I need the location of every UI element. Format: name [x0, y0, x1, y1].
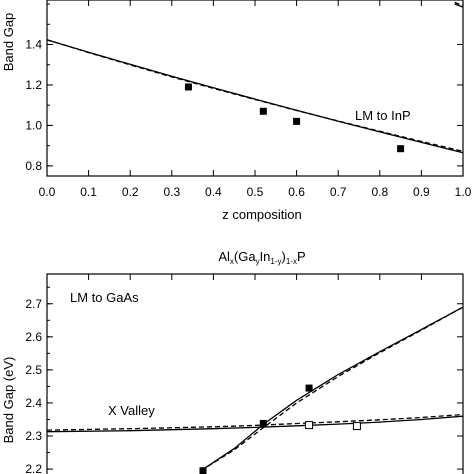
- title-al: Al: [218, 249, 230, 264]
- series-line-dashed: [200, 306, 464, 472]
- data-point-filled: [293, 117, 301, 125]
- x-tick-label: 0.7: [330, 185, 347, 199]
- series-line-solid: [454, 3, 464, 8]
- bottom-series-lines: [46, 306, 464, 472]
- top-y-axis-title: Band Gap: [1, 13, 16, 72]
- title-sub-1x: 1-x: [286, 257, 297, 266]
- top-x-axis-title: z composition: [222, 207, 301, 222]
- bottom-panel-title: Alx(GayIn1-y)1-xP: [218, 249, 305, 266]
- data-point-filled: [184, 83, 192, 91]
- bottom-panel: 2.2 2.3 2.4 2.5 2.6 2.7 LM to GaAs X Valley B…: [1, 273, 464, 474]
- title-close: ): [282, 249, 286, 264]
- title-p: P: [297, 249, 306, 264]
- data-point-filled: [259, 419, 267, 427]
- title-sub-1y: 1-y: [270, 257, 281, 266]
- title-sub-y: y: [256, 257, 260, 266]
- top-annotation: LM to InP: [355, 108, 411, 123]
- bottom-annotation-lm-gaas: LM to GaAs: [70, 290, 139, 305]
- x-tick-label: 0.0: [39, 185, 56, 199]
- series-line-dashed: [46, 413, 464, 431]
- y-tick-label: 2.3: [25, 429, 42, 443]
- top-panel: 0.0 0.1 0.2 0.3 0.4 0.5 0.6 0.7 0.8 0.9 1.0 0.8 1.0…: [1, 0, 472, 222]
- data-point-filled: [259, 107, 267, 115]
- x-tick-label: 0.3: [163, 185, 180, 199]
- bottom-y-tick-labels: 2.2 2.3 2.4 2.5 2.6 2.7: [25, 297, 42, 474]
- bottom-data-points: [199, 384, 361, 474]
- x-tick-label: 1.0: [455, 185, 472, 199]
- series-line-dashed: [46, 39, 464, 152]
- y-tick-label: 2.4: [25, 396, 42, 410]
- bottom-y-axis-title: Band Gap (eV): [1, 357, 16, 444]
- y-tick-label: 0.8: [25, 159, 42, 173]
- data-point-open: [305, 421, 314, 430]
- top-ticks: [46, 0, 464, 176]
- data-point-filled: [305, 384, 313, 392]
- x-tick-label: 0.8: [371, 185, 388, 199]
- x-tick-label: 0.2: [122, 185, 139, 199]
- x-tick-label: 0.1: [80, 185, 97, 199]
- bottom-ticks: [46, 274, 464, 470]
- bottom-annotation-x-valley: X Valley: [108, 403, 155, 418]
- series-line-solid: [46, 415, 464, 433]
- x-tick-label: 0.6: [288, 185, 305, 199]
- data-point-open: [352, 422, 361, 431]
- data-point-filled: [397, 145, 405, 153]
- top-x-tick-labels: 0.0 0.1 0.2 0.3 0.4 0.5 0.6 0.7 0.8 0.9 1.0: [39, 185, 472, 199]
- series-line-dashed: [454, 1, 464, 7]
- top-series-lines: [46, 1, 464, 154]
- x-tick-label: 0.9: [413, 185, 430, 199]
- data-point-filled: [199, 467, 207, 474]
- y-tick-label: 2.5: [25, 363, 42, 377]
- y-tick-label: 1.0: [25, 118, 42, 132]
- y-tick-label: 2.2: [25, 462, 42, 474]
- top-y-tick-labels: 0.8 1.0 1.2 1.4: [25, 38, 42, 173]
- series-line-solid: [200, 306, 464, 472]
- y-tick-label: 1.2: [25, 78, 42, 92]
- y-tick-label: 1.4: [25, 38, 42, 52]
- y-tick-label: 2.6: [25, 330, 42, 344]
- x-tick-label: 0.4: [205, 185, 222, 199]
- y-tick-label: 2.7: [25, 297, 42, 311]
- title-sub-x: x: [230, 257, 234, 266]
- title-ga: (Ga: [234, 249, 256, 264]
- top-data-points: [184, 83, 405, 153]
- series-line-solid: [46, 39, 464, 154]
- x-tick-label: 0.5: [247, 185, 264, 199]
- title-in: In: [260, 249, 271, 264]
